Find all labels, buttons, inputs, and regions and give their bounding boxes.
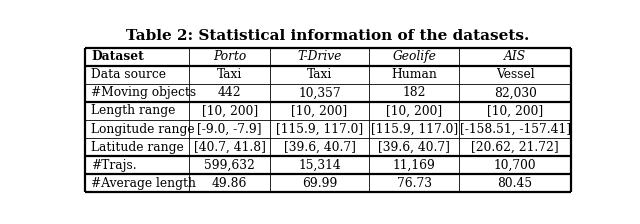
Text: 80.45: 80.45 (497, 177, 532, 190)
Text: [39.6, 40.7]: [39.6, 40.7] (284, 141, 355, 154)
Text: 15,314: 15,314 (298, 159, 341, 172)
Text: 599,632: 599,632 (204, 159, 255, 172)
Text: Dataset: Dataset (91, 50, 144, 63)
Text: #Moving objects: #Moving objects (91, 86, 196, 99)
Text: AIS: AIS (504, 50, 526, 63)
Text: [115.9, 117.0]: [115.9, 117.0] (276, 123, 363, 136)
Text: 76.73: 76.73 (397, 177, 432, 190)
Text: Latitude range: Latitude range (91, 141, 184, 154)
Text: [10, 200]: [10, 200] (202, 104, 258, 117)
Text: Longitude range: Longitude range (91, 123, 195, 136)
Text: 49.86: 49.86 (212, 177, 247, 190)
Text: T-Drive: T-Drive (298, 50, 342, 63)
Text: Table 2: Statistical information of the datasets.: Table 2: Statistical information of the … (126, 30, 530, 43)
Text: Human: Human (391, 68, 437, 81)
Text: [10, 200]: [10, 200] (291, 104, 348, 117)
Text: [-9.0, -7.9]: [-9.0, -7.9] (197, 123, 262, 136)
Text: [40.7, 41.8]: [40.7, 41.8] (194, 141, 266, 154)
Text: 69.99: 69.99 (302, 177, 337, 190)
Text: 442: 442 (218, 86, 241, 99)
Text: Vessel: Vessel (496, 68, 534, 81)
Text: Taxi: Taxi (307, 68, 332, 81)
Text: 182: 182 (403, 86, 426, 99)
Text: [20.62, 21.72]: [20.62, 21.72] (471, 141, 559, 154)
Text: 11,169: 11,169 (393, 159, 436, 172)
Text: [10, 200]: [10, 200] (487, 104, 543, 117)
Text: #Trajs.: #Trajs. (91, 159, 136, 172)
Text: [115.9, 117.0]: [115.9, 117.0] (371, 123, 458, 136)
Text: 82,030: 82,030 (493, 86, 536, 99)
Text: Taxi: Taxi (217, 68, 243, 81)
Text: 10,357: 10,357 (298, 86, 341, 99)
Text: Data source: Data source (91, 68, 166, 81)
Text: 10,700: 10,700 (494, 159, 536, 172)
Text: Geolife: Geolife (392, 50, 436, 63)
Text: [39.6, 40.7]: [39.6, 40.7] (378, 141, 450, 154)
Text: Length range: Length range (91, 104, 175, 117)
Text: [10, 200]: [10, 200] (386, 104, 442, 117)
Text: [-158.51, -157.41]: [-158.51, -157.41] (460, 123, 571, 136)
Text: Porto: Porto (213, 50, 246, 63)
Text: #Average length: #Average length (91, 177, 196, 190)
